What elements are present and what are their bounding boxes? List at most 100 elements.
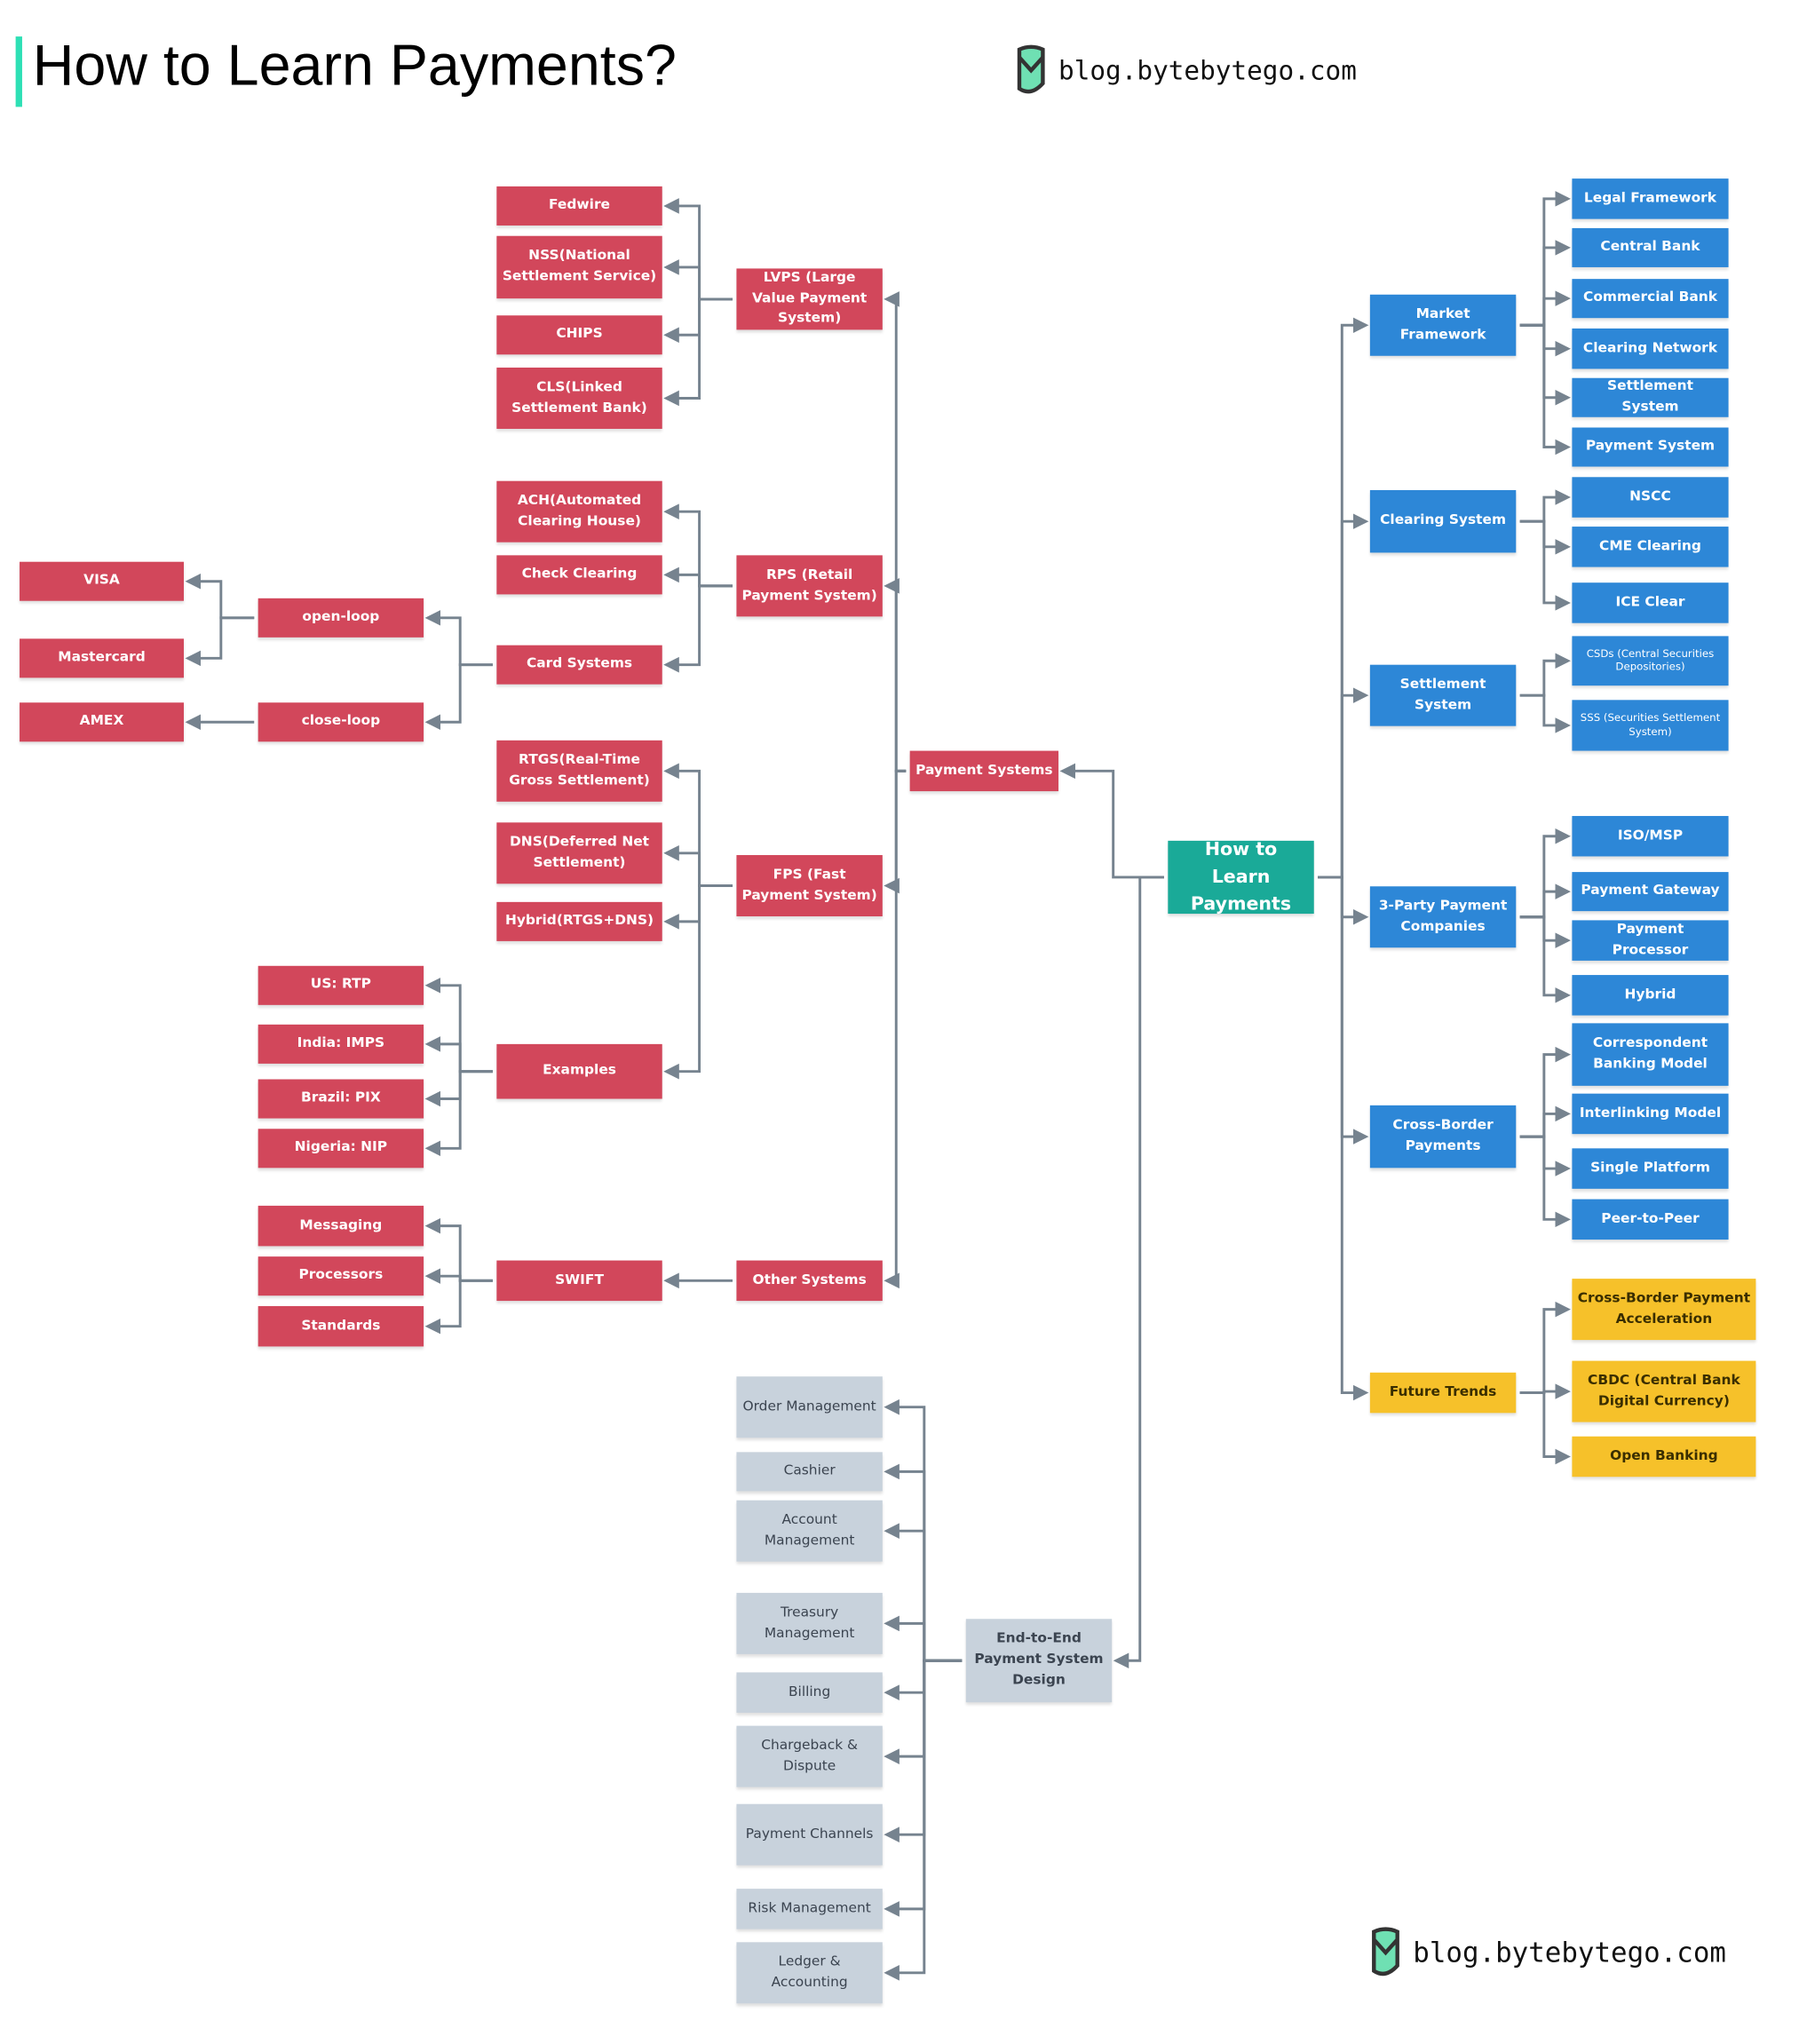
node-rps-retail-payment-system[interactable]: RPS (Retail Payment System) [736,555,883,617]
node-label: Legal Framework [1583,189,1717,206]
node-label: Market Framework [1399,305,1486,343]
connector-cbp-inter [1519,1105,1571,1138]
node-card-systems[interactable]: Card Systems [496,645,662,685]
node-cross-border-payments[interactable]: Cross-Border Payments [1369,1105,1517,1169]
connector-root-ft [1318,875,1369,1401]
node-visa[interactable]: VISA [20,561,184,601]
node-payment-processor[interactable]: Payment Processor [1572,920,1729,961]
node-cross-border-payment-acceleration[interactable]: Cross-Border Payment Acceleration [1572,1279,1756,1341]
node-standards[interactable]: Standards [258,1305,424,1347]
node-label: US: RTP [310,976,371,993]
node-correspondent-banking-model[interactable]: Correspondent Banking Model [1572,1023,1729,1086]
footer-logo-text: blog.bytebytego.com [1413,1937,1726,1969]
node-cme-clearing[interactable]: CME Clearing [1572,527,1729,567]
node-clearing-network[interactable]: Clearing Network [1572,328,1729,369]
node-billing[interactable]: Billing [736,1672,883,1713]
node-amex[interactable]: AMEX [20,702,184,742]
node-label: CSDs (Central Securities Depositories) [1586,647,1715,673]
node-brazil-pix[interactable]: Brazil: PIX [258,1079,424,1119]
node-cbdc-central-bank-digital-currency[interactable]: CBDC (Central Bank Digital Currency) [1572,1360,1756,1422]
node-market-framework[interactable]: Market Framework [1369,294,1517,356]
node-label: Processors [298,1267,384,1283]
node-csds-central-securities-depositories[interactable]: CSDs (Central Securities Depositories) [1572,636,1729,686]
node-chargeback-dispute[interactable]: Chargeback & Dispute [736,1725,883,1787]
node-clearing-system[interactable]: Clearing System [1369,489,1517,553]
node-label: open-loop [302,608,380,625]
footer-logo[interactable]: blog.bytebytego.com [1366,1927,1726,1979]
node-label: RPS (Retail Payment System) [741,566,877,603]
node-central-bank[interactable]: Central Bank [1572,227,1729,267]
connector-tp-pg [1519,883,1571,919]
node-account-management[interactable]: Account Management [736,1500,883,1562]
node-label: Standards [301,1317,381,1334]
node-check-clearing[interactable]: Check Clearing [496,555,662,595]
connector-mf-pys [1519,323,1571,456]
node-nss-national-settlement-service[interactable]: NSS(National Settlement Service) [496,235,662,299]
node-label: Future Trends [1389,1383,1497,1400]
node-label: Examples [543,1062,616,1079]
node-settlement-system[interactable]: Settlement System [1369,664,1517,726]
node-iso-msp[interactable]: ISO/MSP [1572,815,1729,857]
node-dns-deferred-net-settlement[interactable]: DNS(Deferred Net Settlement) [496,822,662,884]
node-legal-framework[interactable]: Legal Framework [1572,178,1729,219]
node-label: Payment Channels [745,1826,874,1842]
node-open-loop[interactable]: open-loop [258,598,424,638]
node-ach-automated-clearing-house[interactable]: ACH(Automated Clearing House) [496,480,662,543]
node-payment-gateway[interactable]: Payment Gateway [1572,872,1729,912]
node-close-loop[interactable]: close-loop [258,702,424,742]
node-fedwire[interactable]: Fedwire [496,186,662,226]
node-mastercard[interactable]: Mastercard [20,638,184,678]
node-us-rtp[interactable]: US: RTP [258,965,424,1005]
node-payment-systems[interactable]: Payment Systems [909,750,1059,792]
node-cls-linked-settlement-bank[interactable]: CLS(Linked Settlement Bank) [496,367,662,429]
node-ledger-accounting[interactable]: Ledger & Accounting [736,1942,883,2004]
node-treasury-management[interactable]: Treasury Management [736,1592,883,1654]
node-messaging[interactable]: Messaging [258,1205,424,1247]
node-hybrid-rtgs-dns[interactable]: Hybrid(RTGS+DNS) [496,901,662,941]
node-label: Payment Gateway [1581,883,1720,899]
node-other-systems[interactable]: Other Systems [736,1260,883,1302]
node-ice-clear[interactable]: ICE Clear [1572,582,1729,623]
connector-card-close [424,663,493,731]
node-future-trends[interactable]: Future Trends [1369,1372,1517,1414]
node-risk-management[interactable]: Risk Management [736,1889,883,1929]
node-cashier[interactable]: Cashier [736,1452,883,1492]
node-processors[interactable]: Processors [258,1256,424,1296]
node-chips[interactable]: CHIPS [496,315,662,355]
node-how-to-learn-payments[interactable]: How to Learn Payments [1168,839,1314,915]
node-examples[interactable]: Examples [496,1043,662,1099]
node-lvps-large-value-payment-system[interactable]: LVPS (Large Value Payment System) [736,268,883,330]
node-settlement-system[interactable]: Settlement System [1572,377,1729,417]
node-label: Account Management [764,1511,855,1549]
node-label: SWIFT [555,1272,604,1287]
node-india-imps[interactable]: India: IMPS [258,1024,424,1064]
connector-cs-nscc [1519,489,1571,523]
node-swift[interactable]: SWIFT [496,1260,662,1302]
node-fps-fast-payment-system[interactable]: FPS (Fast Payment System) [736,855,883,917]
node-label: Payment System [1585,438,1716,455]
node-label: SSS (Securities Settlement System) [1580,711,1721,738]
node-3-party-payment-companies[interactable]: 3-Party Payment Companies [1369,886,1517,948]
bytebytego-logo-icon [1017,44,1045,94]
node-hybrid[interactable]: Hybrid [1572,975,1729,1016]
node-nigeria-nip[interactable]: Nigeria: NIP [258,1129,424,1169]
node-peer-to-peer[interactable]: Peer-to-Peer [1572,1199,1729,1240]
node-label: Billing [788,1684,831,1699]
node-label: Clearing System [1380,512,1507,528]
node-payment-system[interactable]: Payment System [1572,427,1729,467]
node-order-management[interactable]: Order Management [736,1376,883,1438]
node-commercial-bank[interactable]: Commercial Bank [1572,279,1729,319]
node-open-banking[interactable]: Open Banking [1572,1436,1756,1478]
node-sss-securities-settlement-system[interactable]: SSS (Securities Settlement System) [1572,700,1729,751]
node-label: 3-Party Payment Companies [1378,898,1508,934]
header-logo[interactable]: blog.bytebytego.com [1011,44,1357,97]
connector-ft-ob [1519,1391,1571,1465]
node-end-to-end-payment-system-design[interactable]: End-to-End Payment System Design [965,1619,1113,1703]
node-payment-channels[interactable]: Payment Channels [736,1803,883,1866]
connector-ft-cbpa [1519,1301,1571,1395]
node-rtgs-real-time-gross-settlement[interactable]: RTGS(Real-Time Gross Settlement) [496,740,662,802]
node-label: ACH(Automated Clearing House) [517,492,642,529]
node-interlinking-model[interactable]: Interlinking Model [1572,1093,1729,1135]
node-single-platform[interactable]: Single Platform [1572,1148,1729,1189]
node-nscc[interactable]: NSCC [1572,477,1729,518]
